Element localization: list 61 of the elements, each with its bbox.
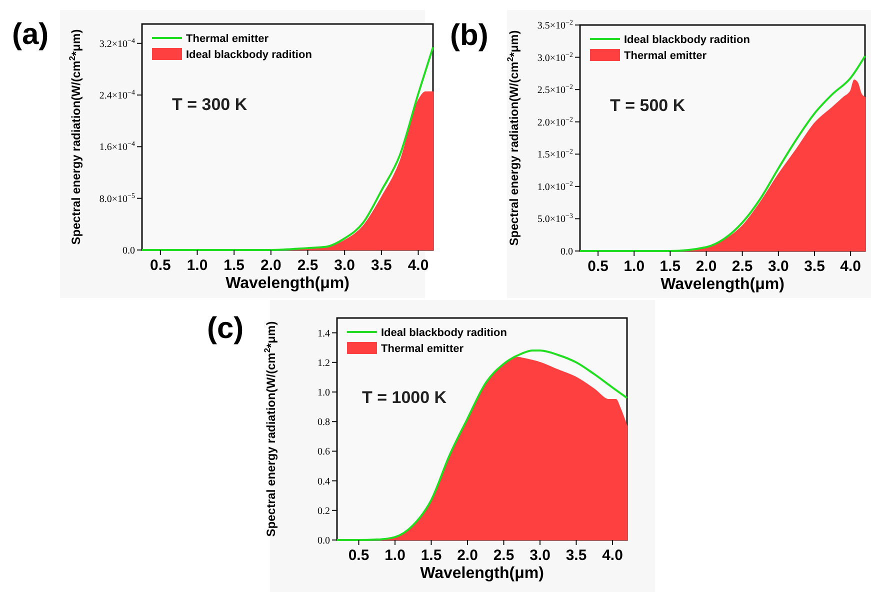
line-series: [141, 46, 434, 251]
legend-label: Ideal blackbody radition: [186, 49, 312, 61]
x-tick-label: 2.5: [732, 258, 753, 275]
y-tick-label: 0.0: [122, 246, 135, 256]
legend-label: Thermal emitter: [381, 343, 464, 355]
y-tick-label: 0.8: [318, 417, 330, 428]
x-tick-label: 2.0: [696, 258, 717, 275]
y-tick-label: 1.6×10$^{−4}$: [99, 140, 136, 154]
x-tick-label: 4.0: [602, 547, 623, 564]
x-tick-label: 4.0: [408, 257, 429, 274]
x-tick-label: 4.0: [840, 258, 861, 275]
x-tick-label: 3.0: [334, 257, 356, 274]
x-axis-title: Wavelength(μm): [420, 565, 544, 582]
text: (c): [207, 312, 244, 345]
x-tick-label: 2.5: [493, 547, 514, 564]
x-tick-label: 2.0: [260, 257, 282, 274]
annotation: T = 1000 K: [362, 388, 448, 407]
y-tick-label: 3.2×10$^{−4}$: [99, 36, 136, 50]
y-tick-label: 0.6: [318, 446, 330, 458]
x-tick-label: 3.0: [768, 258, 789, 275]
y-tick-label: 1.2: [318, 358, 330, 369]
x-tick-label: 3.5: [566, 547, 587, 564]
x-tick-label: 1.5: [420, 547, 442, 564]
legend-label: Ideal blackbody radition: [381, 327, 508, 339]
legend-label: Thermal emitter: [186, 33, 270, 45]
y-tick-label: 0.4: [318, 476, 330, 488]
x-tick-label: 0.5: [150, 257, 171, 274]
x-tick-label: 1.0: [186, 257, 208, 274]
x-tick-label: 2.0: [457, 547, 478, 564]
text: (b): [450, 19, 488, 52]
x-tick-label: 2.5: [297, 257, 318, 274]
annotation: T = 300 K: [172, 95, 248, 114]
legend-label: Ideal blackbody radition: [624, 34, 750, 46]
y-tick-label: 8.0×10$^{−5}$: [99, 192, 136, 205]
x-tick-label: 3.5: [371, 257, 392, 274]
x-axis-title: Wavelength(μm): [226, 275, 350, 292]
y-tick-label: 2.5×10$^{−2}$: [537, 83, 574, 96]
x-tick-label: 1.5: [224, 257, 245, 274]
y-tick-label: 3.5×10$^{−2}$: [537, 18, 574, 32]
y-tick-label: 5.0×10$^{−3}$: [537, 212, 574, 226]
y-tick-label: 2.0×10$^{−2}$: [537, 115, 574, 128]
legend-label: Thermal emitter: [624, 50, 708, 62]
annotation: T = 500 K: [610, 96, 686, 115]
y-tick-label: 3.0×10$^{−2}$: [537, 50, 574, 64]
y-tick-label: 1.0: [318, 388, 330, 398]
x-tick-label: 1.0: [384, 547, 406, 564]
y-tick-label: 1.4: [318, 328, 330, 340]
x-tick-label: 1.0: [624, 258, 645, 275]
text: (a): [12, 18, 49, 51]
y-tick-label: 0.0: [560, 246, 573, 258]
x-tick-label: 3.0: [530, 547, 550, 564]
x-tick-label: 0.5: [588, 258, 608, 275]
y-tick-label: 2.4×10$^{−4}$: [99, 88, 136, 102]
x-tick-label: 3.5: [804, 258, 825, 275]
y-tick-label: 0.2: [318, 506, 330, 517]
x-tick-label: 1.5: [660, 258, 681, 275]
y-tick-label: 1.5×10$^{−2}$: [537, 148, 574, 161]
x-tick-label: 0.5: [348, 547, 370, 564]
x-axis-title: Wavelength(μm): [660, 276, 784, 293]
y-tick-label: 0.0: [318, 536, 330, 546]
y-tick-label: 1.0×10$^{−2}$: [537, 180, 574, 193]
